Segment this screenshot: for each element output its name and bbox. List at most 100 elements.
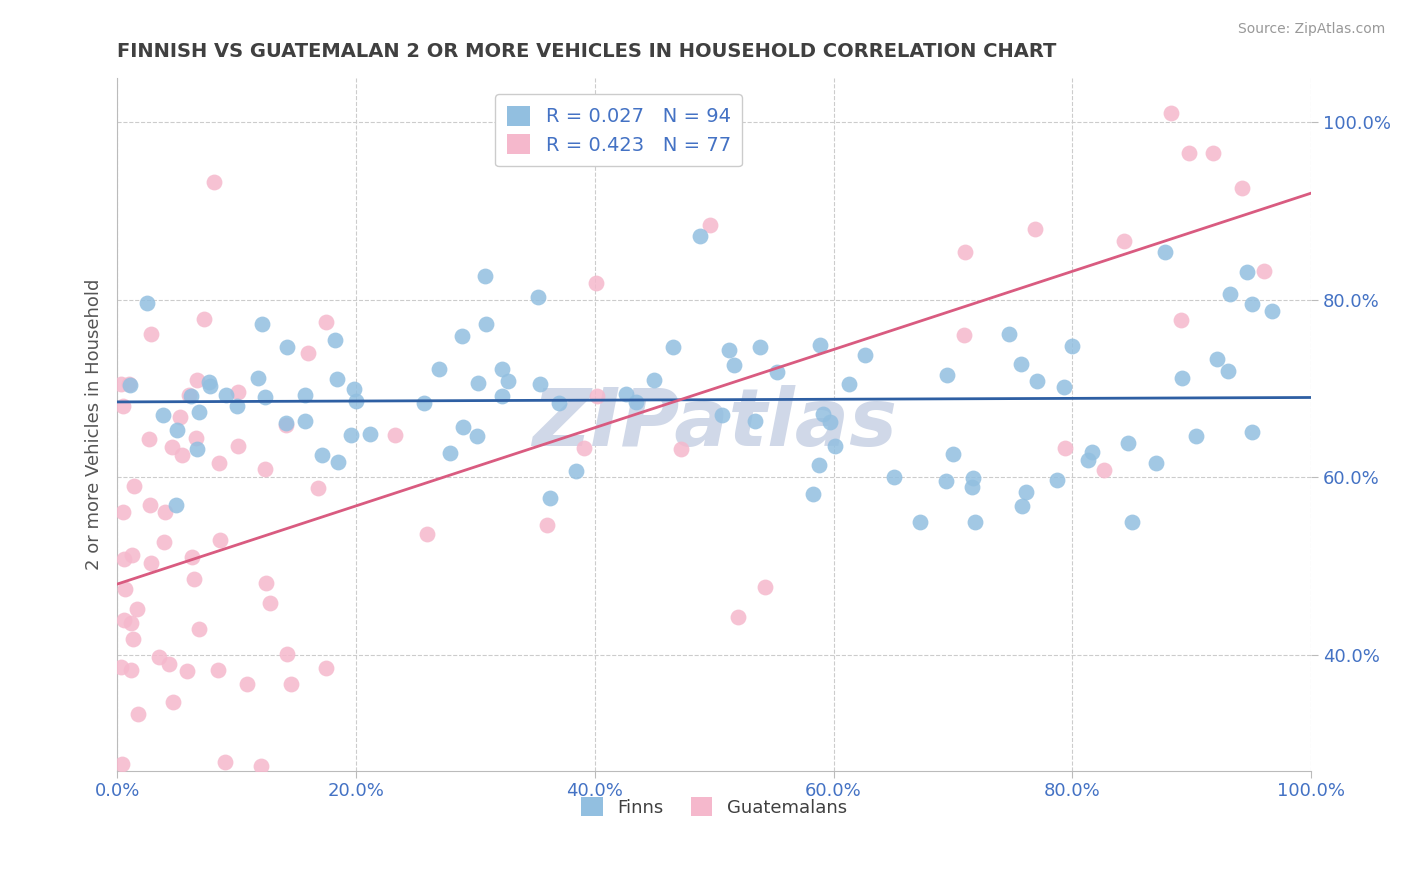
Point xyxy=(1024,222,1046,236)
Point xyxy=(307,481,329,495)
Point xyxy=(908,515,931,529)
Point xyxy=(1053,441,1076,455)
Point xyxy=(529,376,551,391)
Point xyxy=(953,245,976,260)
Point xyxy=(276,340,298,354)
Point xyxy=(228,384,250,399)
Point xyxy=(564,464,586,478)
Point xyxy=(965,515,987,529)
Point xyxy=(744,414,766,428)
Point xyxy=(723,359,745,373)
Point xyxy=(165,498,187,512)
Point xyxy=(259,596,281,610)
Point xyxy=(198,379,221,393)
Point xyxy=(1219,286,1241,301)
Point xyxy=(572,441,595,455)
Point xyxy=(225,400,247,414)
Point xyxy=(936,368,959,382)
Point xyxy=(1092,463,1115,477)
Point xyxy=(274,417,297,432)
Point xyxy=(671,442,693,456)
Point xyxy=(208,533,231,547)
Point xyxy=(1216,364,1239,378)
Point xyxy=(1230,181,1253,195)
Point xyxy=(808,458,831,473)
Point xyxy=(491,362,513,376)
Point xyxy=(1062,339,1084,353)
Point xyxy=(439,446,461,460)
Point xyxy=(187,405,209,419)
Point xyxy=(1236,265,1258,279)
Point xyxy=(498,374,520,388)
Point xyxy=(624,394,647,409)
Point xyxy=(294,414,316,428)
Point xyxy=(274,416,297,430)
Point xyxy=(1253,264,1275,278)
Point xyxy=(325,372,347,386)
Point xyxy=(138,432,160,446)
Point xyxy=(1202,146,1225,161)
Point xyxy=(1154,245,1177,260)
Point xyxy=(754,580,776,594)
Point xyxy=(118,376,141,391)
Point xyxy=(214,755,236,769)
Point xyxy=(838,376,860,391)
Point xyxy=(110,659,132,673)
Text: FINNISH VS GUATEMALAN 2 OR MORE VEHICLES IN HOUSEHOLD CORRELATION CHART: FINNISH VS GUATEMALAN 2 OR MORE VEHICLES… xyxy=(117,42,1056,61)
Point xyxy=(689,228,711,243)
Point xyxy=(162,695,184,709)
Y-axis label: 2 or more Vehicles in Household: 2 or more Vehicles in Household xyxy=(86,278,103,570)
Point xyxy=(614,386,637,401)
Point xyxy=(451,329,474,343)
Point xyxy=(960,480,983,494)
Point xyxy=(315,315,337,329)
Point xyxy=(155,505,177,519)
Point xyxy=(157,657,180,671)
Point xyxy=(717,343,740,357)
Point xyxy=(427,362,450,376)
Point xyxy=(152,408,174,422)
Point xyxy=(1205,351,1227,366)
Point xyxy=(1170,313,1192,327)
Point xyxy=(340,427,363,442)
Point xyxy=(254,576,277,591)
Point xyxy=(824,439,846,453)
Point xyxy=(536,517,558,532)
Point xyxy=(942,446,965,460)
Point xyxy=(139,498,162,512)
Point xyxy=(170,448,193,462)
Point xyxy=(491,389,513,403)
Point xyxy=(121,549,143,563)
Point xyxy=(853,348,876,362)
Point xyxy=(186,373,208,387)
Legend: Finns, Guatemalans: Finns, Guatemalans xyxy=(574,790,855,824)
Point xyxy=(179,388,201,402)
Point xyxy=(538,491,561,505)
Point xyxy=(1112,234,1135,248)
Point xyxy=(1011,499,1033,513)
Point xyxy=(1144,456,1167,470)
Point xyxy=(1240,297,1263,311)
Point xyxy=(328,455,350,469)
Point xyxy=(139,556,162,570)
Point xyxy=(662,340,685,354)
Point xyxy=(166,423,188,437)
Point xyxy=(249,759,271,773)
Text: ZIPatlas: ZIPatlas xyxy=(531,385,897,463)
Point xyxy=(998,327,1021,342)
Point xyxy=(207,663,229,677)
Point xyxy=(226,439,249,453)
Point xyxy=(883,470,905,484)
Point xyxy=(184,431,207,445)
Point xyxy=(727,610,749,624)
Point xyxy=(1053,380,1076,394)
Point xyxy=(247,371,270,385)
Point xyxy=(527,290,550,304)
Point xyxy=(181,550,204,565)
Point xyxy=(1026,374,1049,388)
Point xyxy=(1010,357,1032,371)
Point xyxy=(121,632,143,647)
Point xyxy=(1014,485,1036,500)
Point xyxy=(198,375,221,389)
Point xyxy=(160,440,183,454)
